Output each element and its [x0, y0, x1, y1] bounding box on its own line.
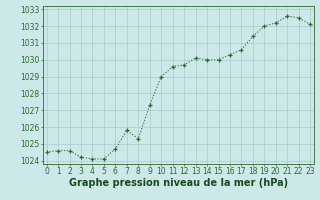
X-axis label: Graphe pression niveau de la mer (hPa): Graphe pression niveau de la mer (hPa) [69, 178, 288, 188]
